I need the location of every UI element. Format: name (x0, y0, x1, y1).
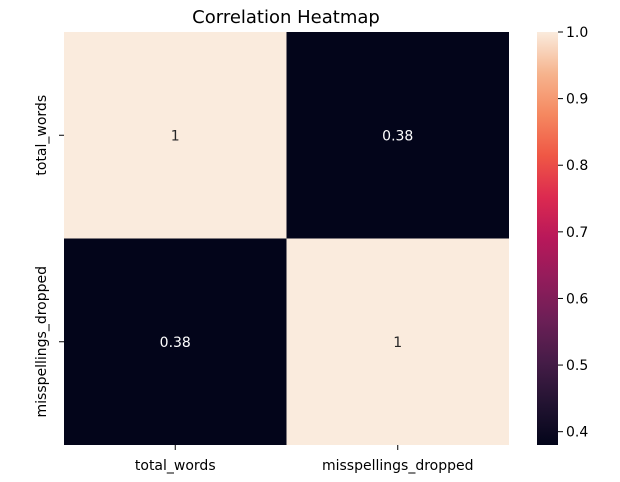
y-tick-label: misspellings_dropped (34, 266, 50, 418)
heatmap-cells: 1 0.38 0.38 1 (64, 32, 509, 445)
colorbar-tick-label: 0.4 (566, 425, 588, 441)
colorbar (537, 32, 558, 445)
heatmap-cell (64, 32, 287, 239)
colorbar-tick-label: 0.8 (566, 158, 588, 174)
heatmap-cell (286, 32, 509, 239)
colorbar-tick-label: 0.6 (566, 291, 588, 307)
cell-annotation: 0.38 (160, 335, 191, 351)
cell-annotation: 1 (171, 128, 180, 144)
colorbar-tick-label: 0.7 (566, 225, 588, 241)
heatmap-cell (286, 238, 509, 445)
colorbar-tick-label: 0.9 (566, 92, 588, 108)
colorbar-axis: 0.4 0.5 0.6 0.7 0.8 0.9 1.0 (558, 25, 588, 441)
cell-annotation: 0.38 (382, 128, 413, 144)
x-tick-label: misspellings_dropped (322, 458, 474, 474)
heatmap-cell (64, 238, 287, 445)
y-tick-label: total_words (34, 95, 50, 176)
cell-annotation: 1 (393, 335, 402, 351)
colorbar-tick-label: 0.5 (566, 358, 588, 374)
x-axis: total_words misspellings_dropped (135, 445, 474, 474)
x-tick-label: total_words (135, 458, 216, 474)
colorbar-tick-label: 1.0 (566, 25, 588, 41)
chart-title: Correlation Heatmap (192, 7, 380, 28)
y-axis: total_words misspellings_dropped (34, 95, 64, 418)
